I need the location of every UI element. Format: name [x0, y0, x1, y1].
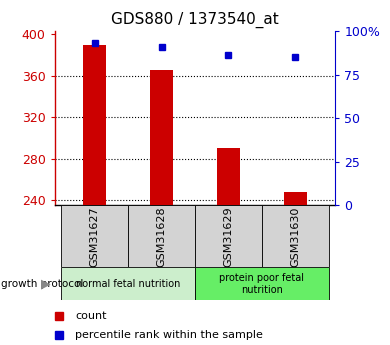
Bar — [150, 70, 173, 205]
Bar — [217, 148, 240, 205]
Text: GSM31628: GSM31628 — [156, 206, 167, 267]
Text: protein poor fetal
nutrition: protein poor fetal nutrition — [219, 273, 304, 295]
Bar — [195, 205, 262, 267]
Bar — [128, 205, 195, 267]
Bar — [83, 45, 106, 205]
Text: count: count — [76, 312, 107, 322]
Bar — [195, 267, 329, 300]
Bar — [61, 205, 128, 267]
Text: ▶: ▶ — [41, 277, 51, 290]
Text: normal fetal nutrition: normal fetal nutrition — [76, 279, 180, 289]
Title: GDS880 / 1373540_at: GDS880 / 1373540_at — [111, 12, 279, 28]
Text: GSM31627: GSM31627 — [90, 206, 100, 267]
Bar — [61, 267, 195, 300]
Bar — [262, 205, 329, 267]
Text: GSM31629: GSM31629 — [223, 206, 234, 267]
Text: growth protocol: growth protocol — [1, 279, 83, 289]
Text: percentile rank within the sample: percentile rank within the sample — [76, 330, 263, 340]
Text: GSM31630: GSM31630 — [290, 206, 300, 266]
Bar — [284, 192, 307, 205]
